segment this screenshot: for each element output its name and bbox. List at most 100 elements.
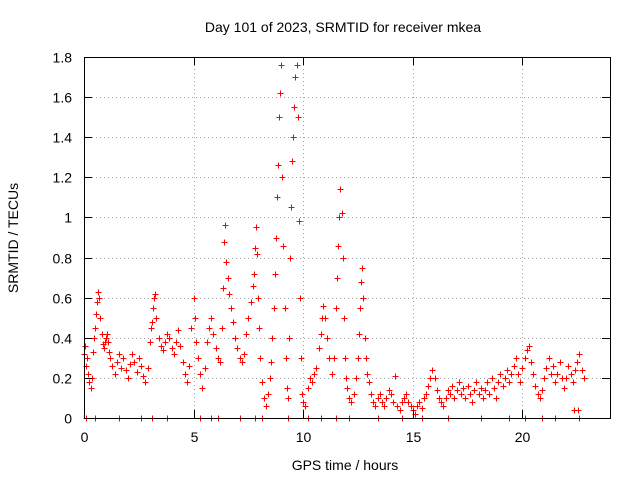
y-tick-label: 0.4 bbox=[53, 331, 73, 347]
data-point bbox=[454, 387, 461, 394]
data-point bbox=[476, 391, 483, 398]
data-point bbox=[469, 399, 476, 406]
data-point bbox=[107, 355, 114, 362]
data-point bbox=[206, 325, 213, 332]
data-point bbox=[269, 335, 276, 342]
data-point bbox=[344, 385, 351, 392]
data-point bbox=[105, 339, 112, 346]
data-point bbox=[256, 325, 263, 332]
data-point bbox=[232, 335, 239, 342]
data-point bbox=[421, 395, 428, 402]
data-point bbox=[234, 345, 241, 352]
data-point bbox=[261, 395, 268, 402]
data-point bbox=[548, 371, 555, 378]
data-point bbox=[388, 391, 395, 398]
data-point bbox=[220, 285, 227, 292]
data-point bbox=[127, 361, 134, 368]
data-point bbox=[522, 355, 529, 362]
data-point bbox=[537, 395, 544, 402]
data-point bbox=[575, 407, 582, 414]
data-point bbox=[390, 399, 397, 406]
data-point bbox=[252, 245, 259, 252]
data-point bbox=[552, 379, 559, 386]
data-point bbox=[283, 355, 290, 362]
data-point bbox=[123, 367, 130, 374]
data-point bbox=[500, 383, 507, 390]
data-point bbox=[288, 204, 295, 211]
data-point bbox=[230, 319, 237, 326]
data-point bbox=[419, 405, 426, 412]
data-point bbox=[149, 319, 156, 326]
data-point bbox=[341, 315, 348, 322]
data-point bbox=[375, 395, 382, 402]
data-point bbox=[403, 391, 410, 398]
data-point bbox=[226, 291, 233, 298]
data-point bbox=[158, 343, 165, 350]
data-point bbox=[408, 403, 415, 410]
data-point bbox=[546, 355, 553, 362]
data-point bbox=[334, 275, 341, 282]
data-point bbox=[438, 399, 445, 406]
data-point bbox=[136, 355, 143, 362]
data-point bbox=[429, 367, 436, 374]
data-point bbox=[193, 339, 200, 346]
data-point bbox=[241, 351, 248, 358]
data-point bbox=[204, 339, 211, 346]
data-point bbox=[245, 315, 252, 322]
data-point bbox=[225, 275, 232, 282]
data-point bbox=[90, 349, 97, 356]
data-point bbox=[346, 395, 353, 402]
data-point bbox=[568, 371, 575, 378]
data-point bbox=[343, 375, 350, 382]
y-tick-label: 1.8 bbox=[53, 50, 73, 66]
x-tick-label: 20 bbox=[515, 429, 531, 445]
data-point bbox=[243, 331, 250, 338]
data-point bbox=[138, 363, 145, 370]
data-point bbox=[285, 395, 292, 402]
data-point bbox=[541, 375, 548, 382]
data-point bbox=[436, 395, 443, 402]
data-point bbox=[484, 379, 491, 386]
data-point bbox=[324, 335, 331, 342]
data-point bbox=[480, 395, 487, 402]
data-point bbox=[184, 379, 191, 386]
data-point bbox=[360, 295, 367, 302]
data-point bbox=[493, 395, 500, 402]
data-point bbox=[257, 355, 264, 362]
data-point bbox=[362, 335, 369, 342]
data-point bbox=[337, 186, 344, 193]
data-point bbox=[267, 375, 274, 382]
x-tick-label: 10 bbox=[296, 429, 312, 445]
data-point bbox=[272, 271, 279, 278]
data-point bbox=[116, 351, 123, 358]
data-point bbox=[271, 305, 278, 312]
data-point bbox=[517, 379, 524, 386]
y-tick-label: 1.6 bbox=[53, 90, 73, 106]
y-tick-label: 0 bbox=[64, 411, 72, 427]
data-point bbox=[570, 379, 577, 386]
y-tick-label: 1.2 bbox=[53, 170, 73, 186]
data-point bbox=[460, 385, 467, 392]
data-point bbox=[467, 391, 474, 398]
data-point bbox=[502, 375, 509, 382]
data-point bbox=[368, 391, 375, 398]
y-axis-title: SRMTID / TECUs bbox=[5, 183, 21, 293]
data-point bbox=[353, 375, 360, 382]
data-point bbox=[440, 403, 447, 410]
data-point bbox=[188, 325, 195, 332]
data-point bbox=[221, 239, 228, 246]
data-point bbox=[445, 387, 452, 394]
data-point bbox=[237, 355, 244, 362]
data-point bbox=[180, 359, 187, 366]
data-point bbox=[478, 385, 485, 392]
data-point bbox=[118, 365, 125, 372]
data-point bbox=[191, 295, 198, 302]
data-point bbox=[251, 271, 258, 278]
data-point bbox=[416, 399, 423, 406]
data-point bbox=[145, 365, 152, 372]
data-point bbox=[491, 385, 498, 392]
data-point bbox=[286, 335, 293, 342]
data-point bbox=[213, 345, 220, 352]
data-point bbox=[222, 222, 229, 229]
y-tick-label: 0.2 bbox=[53, 371, 73, 387]
